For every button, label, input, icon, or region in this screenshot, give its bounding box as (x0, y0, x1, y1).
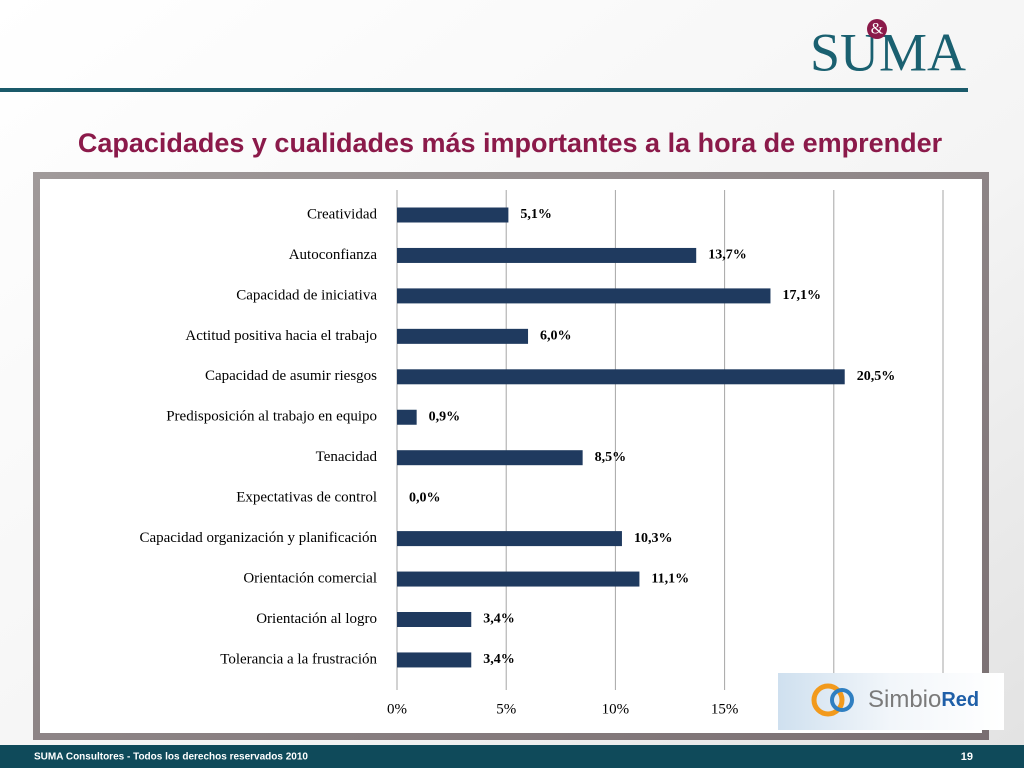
header-rule (0, 88, 968, 92)
bar (397, 652, 472, 668)
bar (397, 409, 417, 425)
y-tick-label: Capacidad organización y planificación (139, 530, 377, 546)
logo-mark: & (871, 21, 884, 38)
partner-logo-second: Red (941, 689, 979, 711)
value-label: 3,4% (483, 652, 514, 667)
x-tick-label: 5% (496, 701, 516, 717)
y-tick-label: Autoconfianza (289, 247, 378, 263)
y-tick-label: Tenacidad (316, 449, 378, 465)
partner-logo-icon (811, 683, 845, 717)
value-label: 10,3% (634, 531, 673, 546)
value-label: 11,1% (651, 571, 689, 586)
chart-title: Capacidades y cualidades más importantes… (78, 128, 943, 158)
footer-bar (0, 745, 1024, 768)
x-tick-label: 0% (387, 701, 407, 717)
bar (397, 571, 640, 587)
logo: SUMA (810, 22, 966, 82)
y-tick-label: Expectativas de control (236, 490, 377, 506)
value-label: 0,0% (409, 490, 441, 505)
bar (397, 207, 509, 223)
value-label: 8,5% (595, 450, 627, 465)
value-label: 3,4% (483, 612, 514, 627)
partner-logo-text: SimbioRed (868, 686, 979, 713)
value-label: 13,7% (708, 248, 747, 263)
y-tick-label: Capacidad de asumir riesgos (205, 368, 377, 384)
y-tick-label: Actitud positiva hacia el trabajo (185, 328, 377, 344)
y-tick-label: Tolerancia a la frustración (220, 651, 377, 667)
value-label: 5,1% (520, 207, 552, 222)
bar (397, 612, 472, 627)
bar (397, 288, 771, 304)
bar (397, 328, 529, 344)
value-label: 20,5% (857, 369, 896, 384)
logo-badge (867, 19, 887, 39)
y-tick-label: Orientación comercial (243, 570, 377, 586)
x-tick-label: 10% (602, 701, 630, 717)
partner-logo-first: Simbio (868, 686, 941, 713)
bar (397, 247, 697, 263)
y-tick-label: Orientación al logro (256, 611, 377, 627)
value-label: 0,9% (429, 409, 461, 424)
bar (397, 531, 622, 547)
y-tick-label: Predisposición al trabajo en equipo (166, 409, 377, 425)
value-label: 6,0% (540, 329, 572, 344)
page-number: 19 (961, 751, 973, 763)
partner-logo-icon (830, 688, 854, 712)
footer-text: SUMA Consultores - Todos los derechos re… (34, 752, 308, 763)
bar (397, 450, 583, 466)
y-tick-label: Capacidad de iniciativa (236, 287, 377, 303)
value-label: 17,1% (782, 288, 821, 303)
y-tick-label: Creatividad (307, 206, 377, 222)
x-tick-label: 15% (711, 701, 739, 717)
bar (397, 369, 845, 385)
